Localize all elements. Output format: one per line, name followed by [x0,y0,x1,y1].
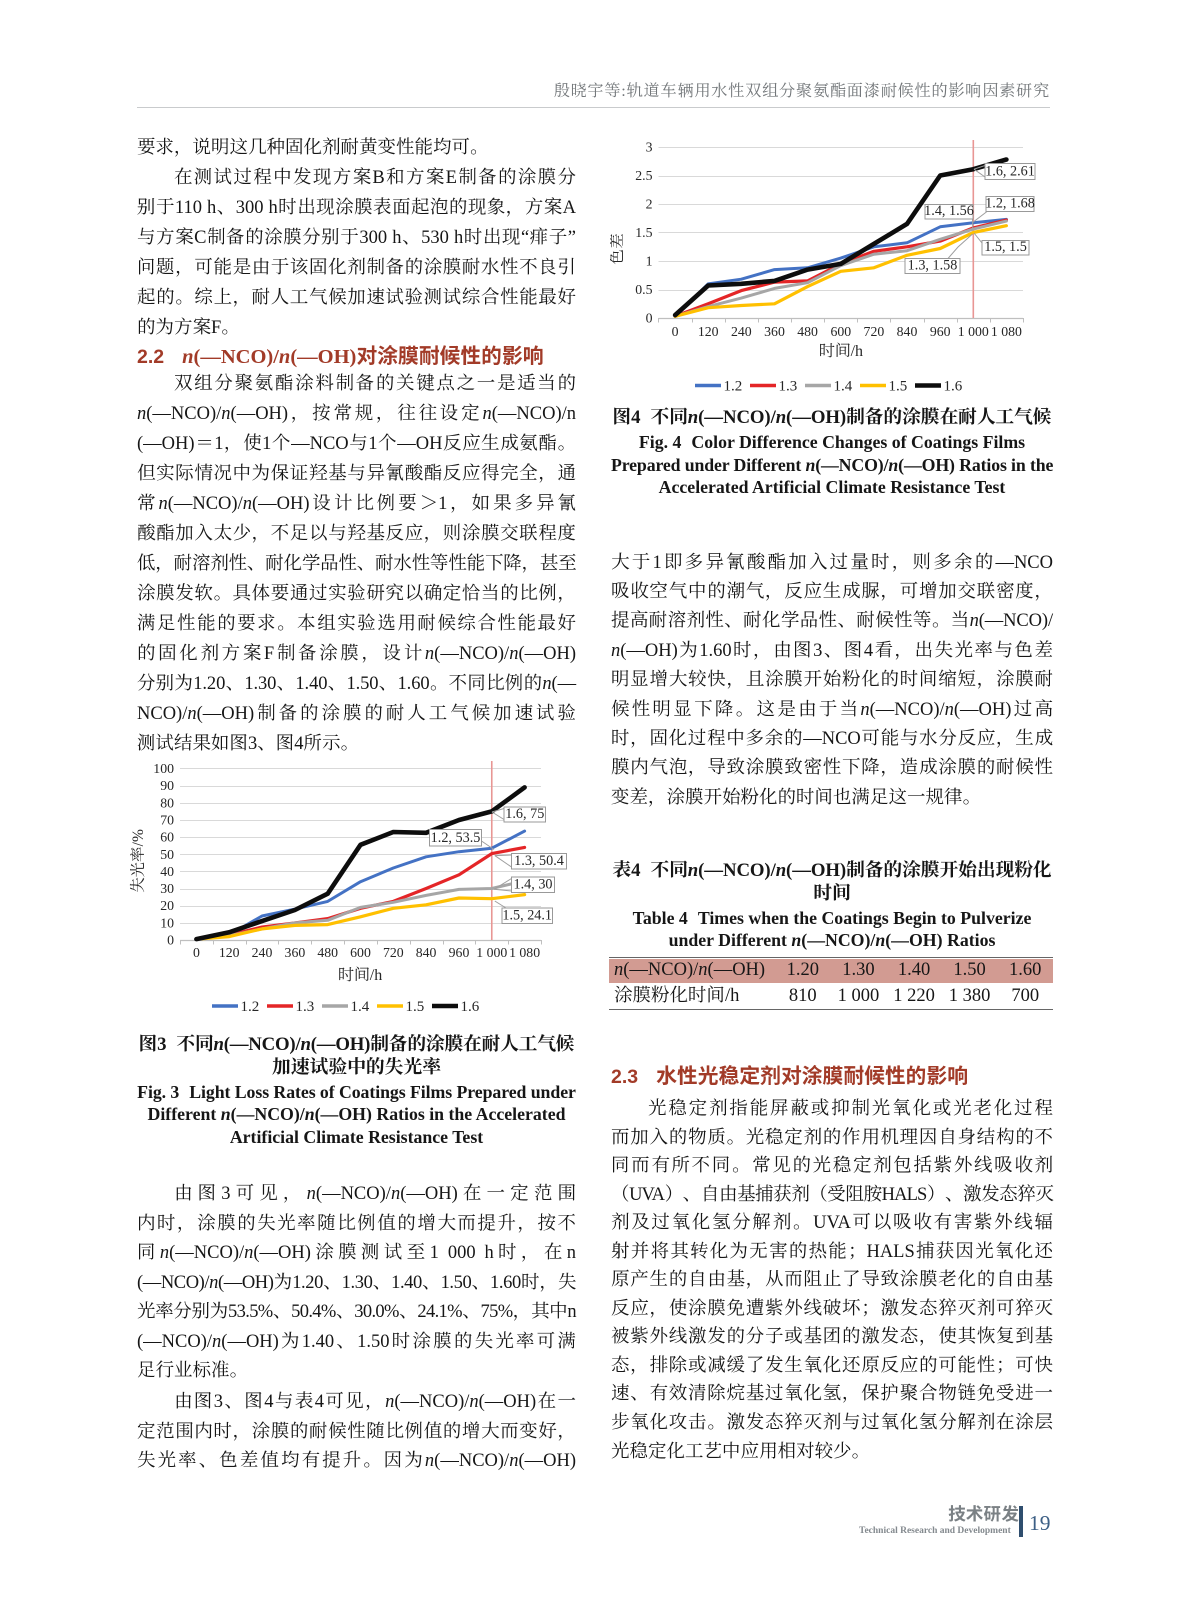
svg-text:1.2, 53.5: 1.2, 53.5 [431,830,481,846]
svg-text:30: 30 [160,881,174,896]
svg-text:10: 10 [160,915,174,930]
svg-text:120: 120 [219,945,240,960]
svg-text:600: 600 [350,945,371,960]
svg-text:20: 20 [160,898,174,913]
svg-text:40: 40 [160,864,174,879]
svg-text:360: 360 [285,945,306,960]
svg-text:1.3, 1.58: 1.3, 1.58 [908,258,958,274]
svg-text:0: 0 [646,311,653,326]
svg-text:1 080: 1 080 [509,945,540,960]
svg-text:120: 120 [698,324,719,339]
svg-text:480: 480 [797,324,818,339]
svg-text:1.5: 1.5 [406,999,425,1015]
svg-text:240: 240 [731,324,752,339]
svg-text:0.5: 0.5 [635,282,652,297]
svg-text:0: 0 [193,945,200,960]
svg-text:1.5, 24.1: 1.5, 24.1 [502,908,552,924]
svg-text:100: 100 [153,761,174,776]
svg-text:1.4, 1.56: 1.4, 1.56 [924,203,974,219]
svg-text:1.4, 30: 1.4, 30 [513,877,552,893]
svg-text:720: 720 [383,945,404,960]
svg-text:1 000: 1 000 [958,324,989,339]
svg-text:时间/h: 时间/h [338,966,382,984]
svg-text:50: 50 [160,847,174,862]
svg-text:3: 3 [646,140,653,155]
svg-text:1.6, 2.61: 1.6, 2.61 [985,164,1035,180]
svg-text:60: 60 [160,830,174,845]
svg-text:1 080: 1 080 [991,324,1022,339]
svg-text:90: 90 [160,778,174,793]
svg-text:1.6: 1.6 [461,999,480,1015]
svg-text:1.2: 1.2 [724,379,743,395]
svg-text:1 000: 1 000 [476,945,507,960]
svg-text:1.5: 1.5 [889,379,908,395]
svg-text:1.5: 1.5 [635,225,652,240]
svg-text:失光率/%: 失光率/% [129,829,147,893]
svg-text:80: 80 [160,795,174,810]
svg-text:1.3: 1.3 [296,999,315,1015]
svg-text:2: 2 [646,197,653,212]
svg-text:1.3: 1.3 [779,379,798,395]
svg-text:600: 600 [830,324,851,339]
svg-text:时间/h: 时间/h [819,342,863,360]
svg-text:1.4: 1.4 [834,379,853,395]
svg-text:1.4: 1.4 [351,999,370,1015]
svg-text:840: 840 [897,324,918,339]
svg-text:70: 70 [160,812,174,827]
svg-text:1.5, 1.5: 1.5, 1.5 [984,239,1027,255]
svg-text:色差: 色差 [610,233,626,264]
svg-text:0: 0 [672,324,679,339]
svg-text:840: 840 [416,945,437,960]
svg-text:1.3, 50.4: 1.3, 50.4 [514,853,564,869]
svg-text:720: 720 [864,324,885,339]
svg-text:360: 360 [764,324,785,339]
svg-text:1.2, 1.68: 1.2, 1.68 [985,196,1035,212]
svg-text:480: 480 [317,945,338,960]
svg-text:1.6: 1.6 [944,379,963,395]
svg-text:1.6, 75: 1.6, 75 [505,806,544,822]
svg-text:240: 240 [252,945,273,960]
svg-text:960: 960 [449,945,470,960]
svg-text:1.2: 1.2 [241,999,260,1015]
svg-text:2.5: 2.5 [635,168,652,183]
svg-text:0: 0 [167,933,174,948]
svg-text:960: 960 [930,324,951,339]
svg-text:1: 1 [646,254,653,269]
